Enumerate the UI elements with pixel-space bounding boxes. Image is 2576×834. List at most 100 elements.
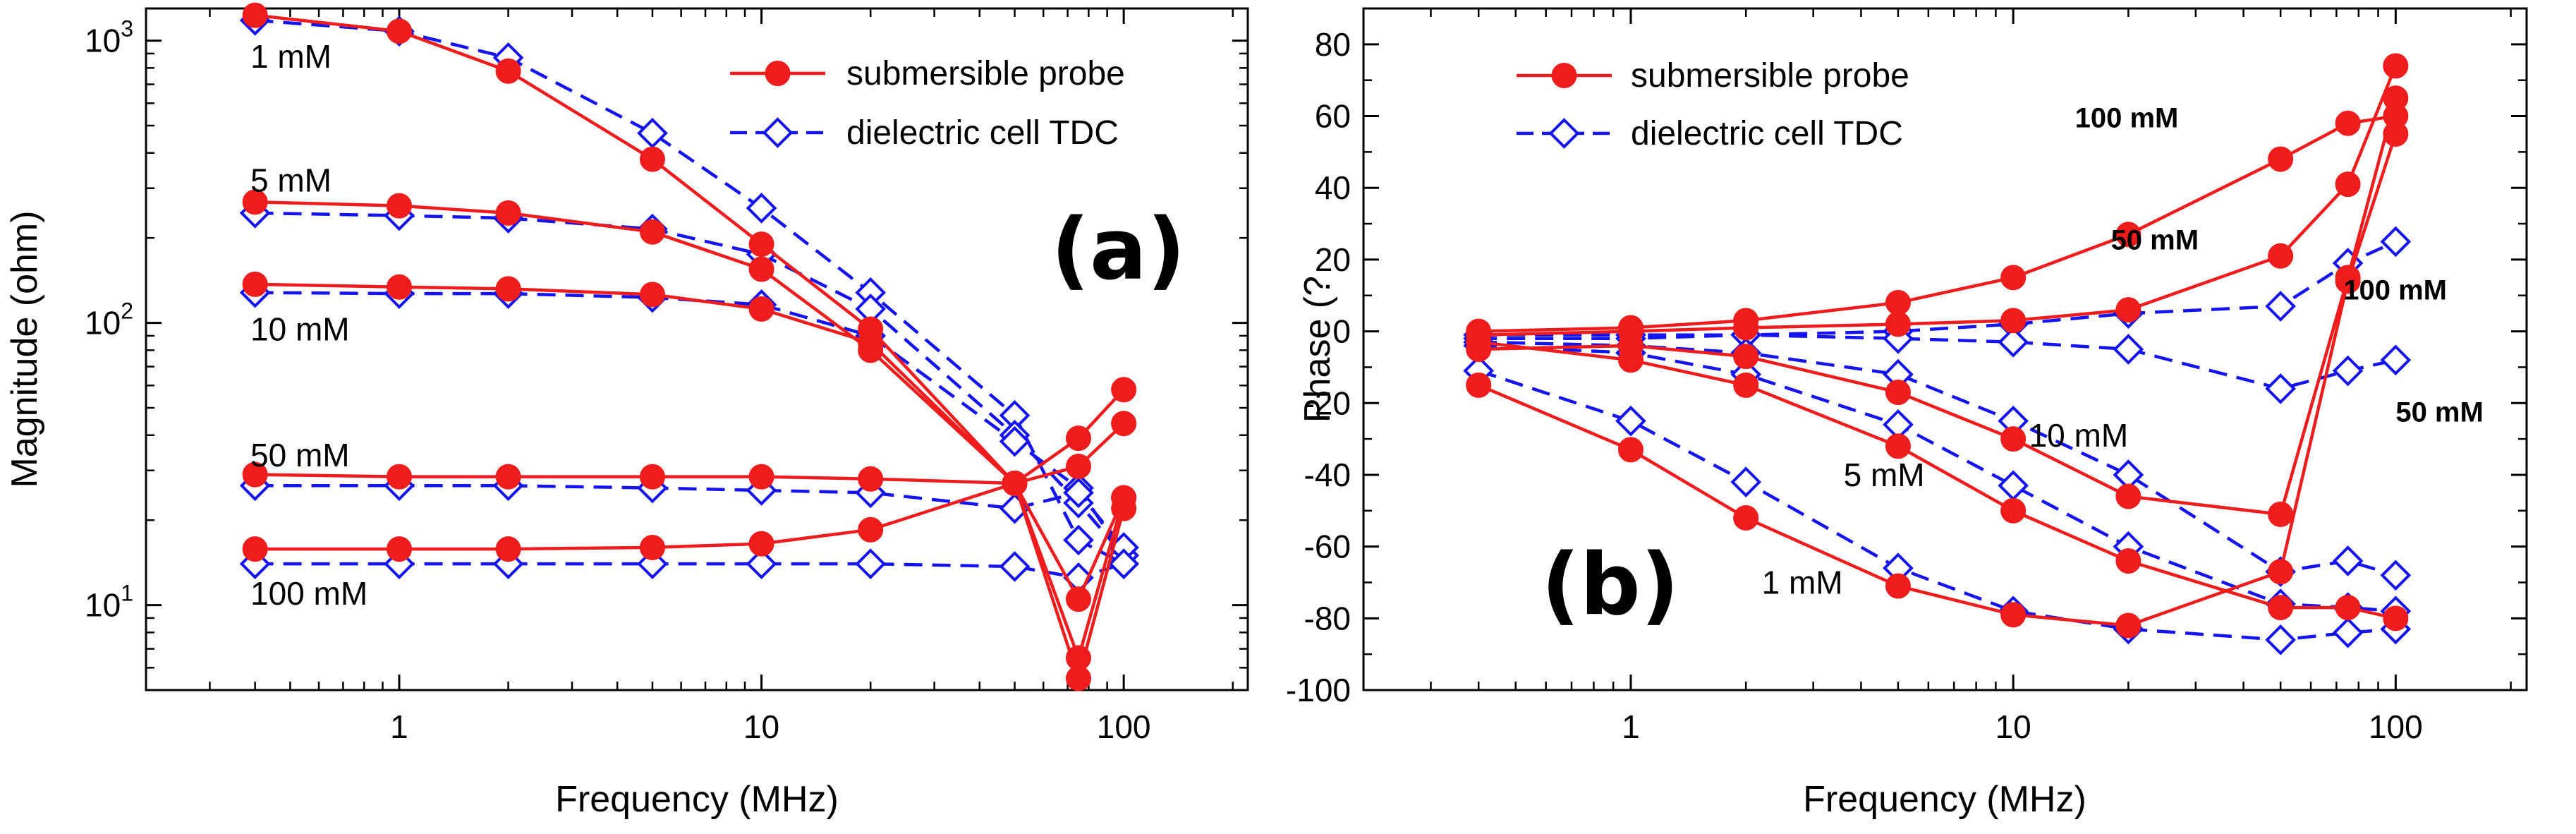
data-point — [2380, 226, 2412, 258]
series-100-mm-dielectric-cell-tdc — [239, 548, 1139, 593]
y-tick-label: 80 — [1315, 26, 1351, 63]
annotation-label: 10 mM — [250, 310, 350, 347]
data-point — [1065, 586, 1091, 612]
x-tick-label: 10 — [743, 708, 779, 745]
series-line — [255, 388, 1125, 551]
panel-label: (a) — [1051, 201, 1186, 299]
annotation-label: 50 mM — [2111, 224, 2199, 255]
annotation-label: 100 mM — [250, 575, 367, 612]
chart-panel-b: 1 10 100 -100 -80 -60 -40 -20 0 20 40 60 80 Frequency… — [1286, 7, 2528, 820]
data-point — [2115, 297, 2141, 323]
series-line — [1478, 333, 2396, 391]
legend-label: dielectric cell TDC — [846, 114, 1119, 152]
data-point — [639, 464, 665, 490]
data-point — [1002, 471, 1028, 497]
x-tick-label: 100 — [2369, 708, 2423, 745]
data-point — [2383, 605, 2409, 631]
data-point — [1733, 372, 1759, 398]
x-axis-title: Frequency (MHz) — [1803, 779, 2086, 820]
annotation-label: 1 mM — [250, 38, 332, 75]
data-point — [2268, 595, 2294, 621]
y-tick-label: -40 — [1304, 457, 1351, 493]
data-point — [748, 231, 774, 258]
series-1-mm-submersible-probe — [242, 2, 1137, 691]
series-10-mm-submersible-probe — [1466, 329, 2409, 631]
data-point — [386, 464, 412, 490]
data-point — [2115, 548, 2141, 574]
chart-panel-a: 1 10 100 101 102 103 Frequency (MHz) Magnitude … — [4, 2, 1249, 820]
data-point — [2383, 53, 2409, 79]
data-point — [242, 189, 268, 215]
annotation-label: 100 mM — [2075, 103, 2179, 134]
series-line — [255, 562, 1124, 580]
y-tick-label: 20 — [1315, 241, 1351, 278]
data-point — [1733, 315, 1759, 341]
y-tick-label: -100 — [1286, 672, 1351, 708]
data-point — [1885, 380, 1911, 406]
data-point — [2000, 265, 2027, 291]
y-tick-label: 40 — [1315, 169, 1351, 206]
series-5-mm-submersible-probe — [1466, 85, 2409, 527]
data-point — [2383, 85, 2409, 111]
data-point — [1885, 573, 1911, 599]
data-point — [1615, 405, 1646, 437]
data-point — [1617, 437, 1644, 463]
data-point — [1065, 425, 1091, 452]
data-point — [386, 18, 412, 44]
annotation-label: 5 mM — [250, 162, 332, 199]
legend-label: dielectric cell TDC — [1631, 115, 1903, 152]
data-point — [2268, 243, 2294, 269]
data-point — [2113, 334, 2144, 365]
data-point — [1730, 466, 1762, 497]
series-line — [255, 422, 1125, 485]
data-point — [858, 466, 884, 492]
data-point — [637, 117, 668, 149]
x-tick-label: 10 — [1995, 708, 2031, 745]
data-point — [748, 256, 774, 282]
data-point — [2000, 426, 2027, 452]
data-point — [2335, 171, 2361, 198]
data-point — [242, 461, 268, 488]
data-point — [858, 330, 884, 356]
data-point — [495, 276, 521, 302]
series-line — [1478, 114, 2396, 333]
data-point — [1998, 470, 2029, 502]
x-tick-label: 1 — [390, 708, 408, 745]
series-line — [255, 200, 1126, 663]
data-point — [999, 425, 1031, 457]
data-point — [746, 193, 777, 224]
series-10-mm-submersible-probe — [242, 271, 1137, 612]
data-point — [2268, 559, 2294, 585]
data-point — [2268, 501, 2294, 527]
y-axis-title: Phase (? — [1297, 276, 1338, 423]
data-point — [1108, 548, 1139, 579]
data-point — [748, 296, 774, 322]
data-point — [639, 282, 665, 308]
legend: submersible probe dielectric cell TDC — [1517, 57, 1909, 152]
annotation-label: 1 mM — [1762, 564, 1843, 600]
y-tick-label: 102 — [85, 298, 133, 342]
series-50-mm-submersible-probe — [1466, 53, 2409, 348]
legend-item-tdc: dielectric cell TDC — [1517, 115, 1903, 152]
data-point — [1065, 645, 1091, 671]
data-point — [2265, 624, 2296, 655]
data-point — [1111, 377, 1137, 403]
series-100-mm-submersible-probe — [242, 377, 1137, 562]
legend: submersible probe dielectric cell TDC — [730, 55, 1125, 152]
y-tick-label: 103 — [85, 16, 133, 59]
data-point — [2380, 560, 2412, 591]
data-point — [242, 271, 268, 297]
annotation-label: 10 mM — [2029, 417, 2129, 454]
data-point — [1466, 372, 1492, 398]
data-point — [2115, 222, 2141, 248]
data-point — [639, 534, 665, 560]
series-line — [1478, 97, 2398, 516]
series-line — [255, 484, 1125, 549]
data-point — [2000, 308, 2027, 334]
legend-item-probe: submersible probe — [730, 55, 1125, 92]
data-point — [2268, 146, 2294, 172]
data-point — [1733, 344, 1759, 370]
data-point — [2115, 483, 2141, 509]
data-point — [1111, 411, 1137, 437]
series-line — [255, 291, 1125, 557]
